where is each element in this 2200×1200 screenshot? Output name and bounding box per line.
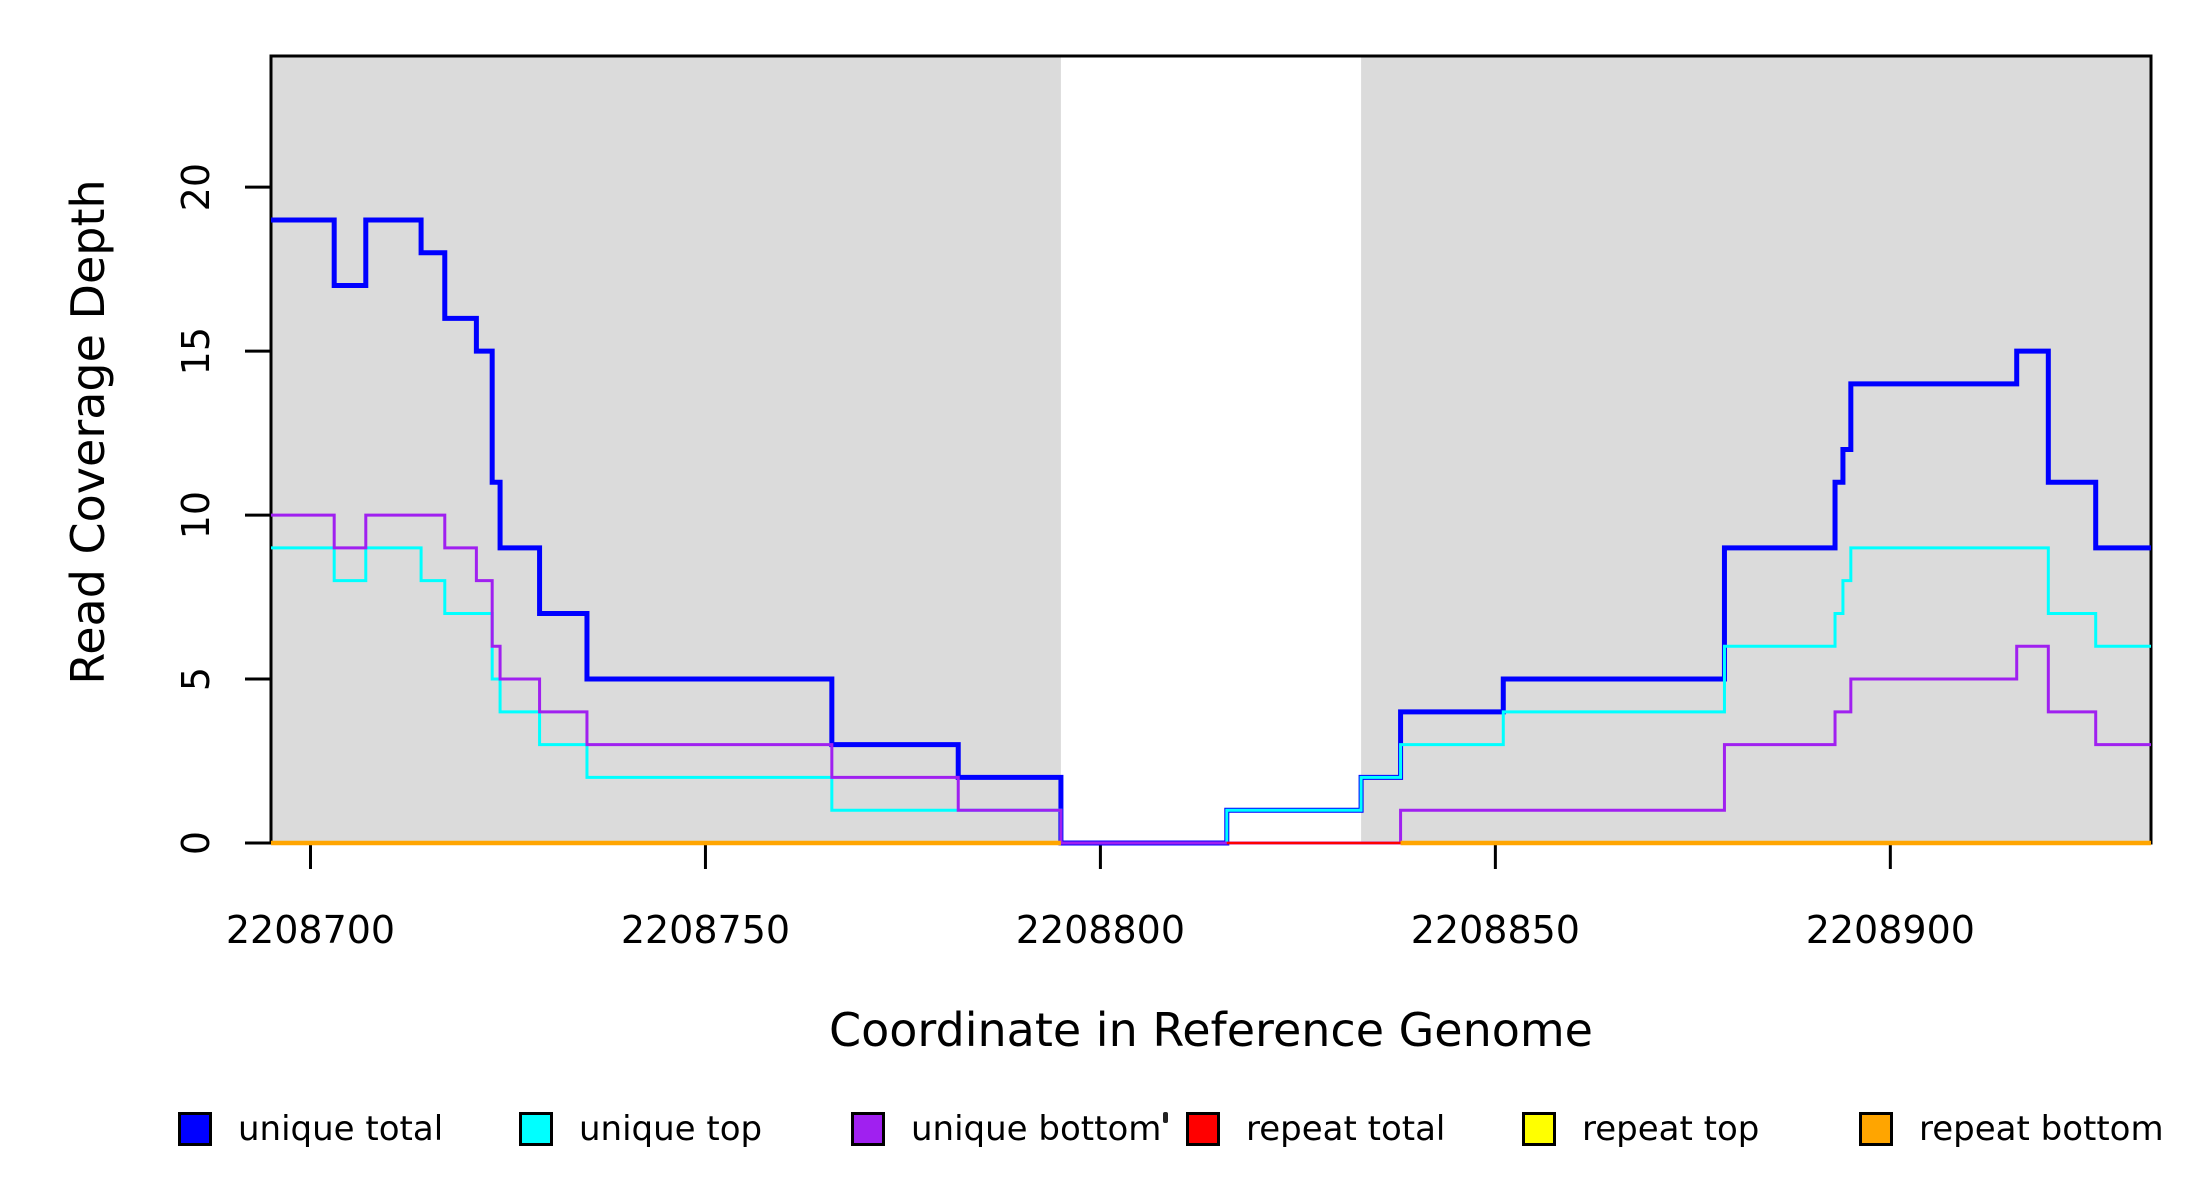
x-tick-label: 2208700 [226, 908, 395, 952]
legend-swatch-icon [1522, 1112, 1556, 1146]
legend-label: repeat top [1582, 1109, 1760, 1149]
series-line-unique-bottom [271, 513, 2151, 845]
legend-item-unique-bottom: unique bottom [851, 1109, 1161, 1149]
y-tick-label: 0 [174, 831, 218, 855]
legend-label: unique total [238, 1109, 444, 1149]
legend-item-repeat-bottom: repeat bottom [1859, 1109, 2164, 1149]
legend-label: unique bottom [911, 1109, 1162, 1149]
x-tick-label: 2208800 [1016, 908, 1185, 952]
legend-swatch-icon [1859, 1112, 1893, 1146]
legend-item-unique-top: unique top [519, 1109, 762, 1149]
legend-swatch-icon [178, 1112, 212, 1146]
legend-item-unique-total: unique total [178, 1109, 443, 1149]
legend-swatch-icon [851, 1112, 885, 1146]
y-tick-label: 5 [174, 667, 218, 691]
legend-label: repeat bottom [1919, 1109, 2164, 1149]
legend-artifact-dot [1163, 1112, 1168, 1123]
legend-item-repeat-top: repeat top [1522, 1109, 1759, 1149]
legend-item-repeat-total: repeat total [1186, 1109, 1445, 1149]
left-shaded-region [271, 56, 1061, 843]
legend-label: unique top [579, 1109, 763, 1149]
x-axis-title: Coordinate in Reference Genome [829, 1003, 1593, 1057]
y-tick-label: 20 [174, 163, 218, 211]
legend-swatch-icon [1186, 1112, 1220, 1146]
right-shaded-region [1361, 56, 2151, 843]
y-tick-label: 15 [174, 327, 218, 375]
legend-swatch-icon [519, 1112, 553, 1146]
x-tick-label: 2208850 [1411, 908, 1580, 952]
legend-label: repeat total [1246, 1109, 1446, 1149]
y-axis-title: Read Coverage Depth [61, 179, 115, 685]
x-tick-label: 2208900 [1806, 908, 1975, 952]
x-tick-label: 2208750 [621, 908, 790, 952]
y-tick-label: 10 [174, 491, 218, 539]
